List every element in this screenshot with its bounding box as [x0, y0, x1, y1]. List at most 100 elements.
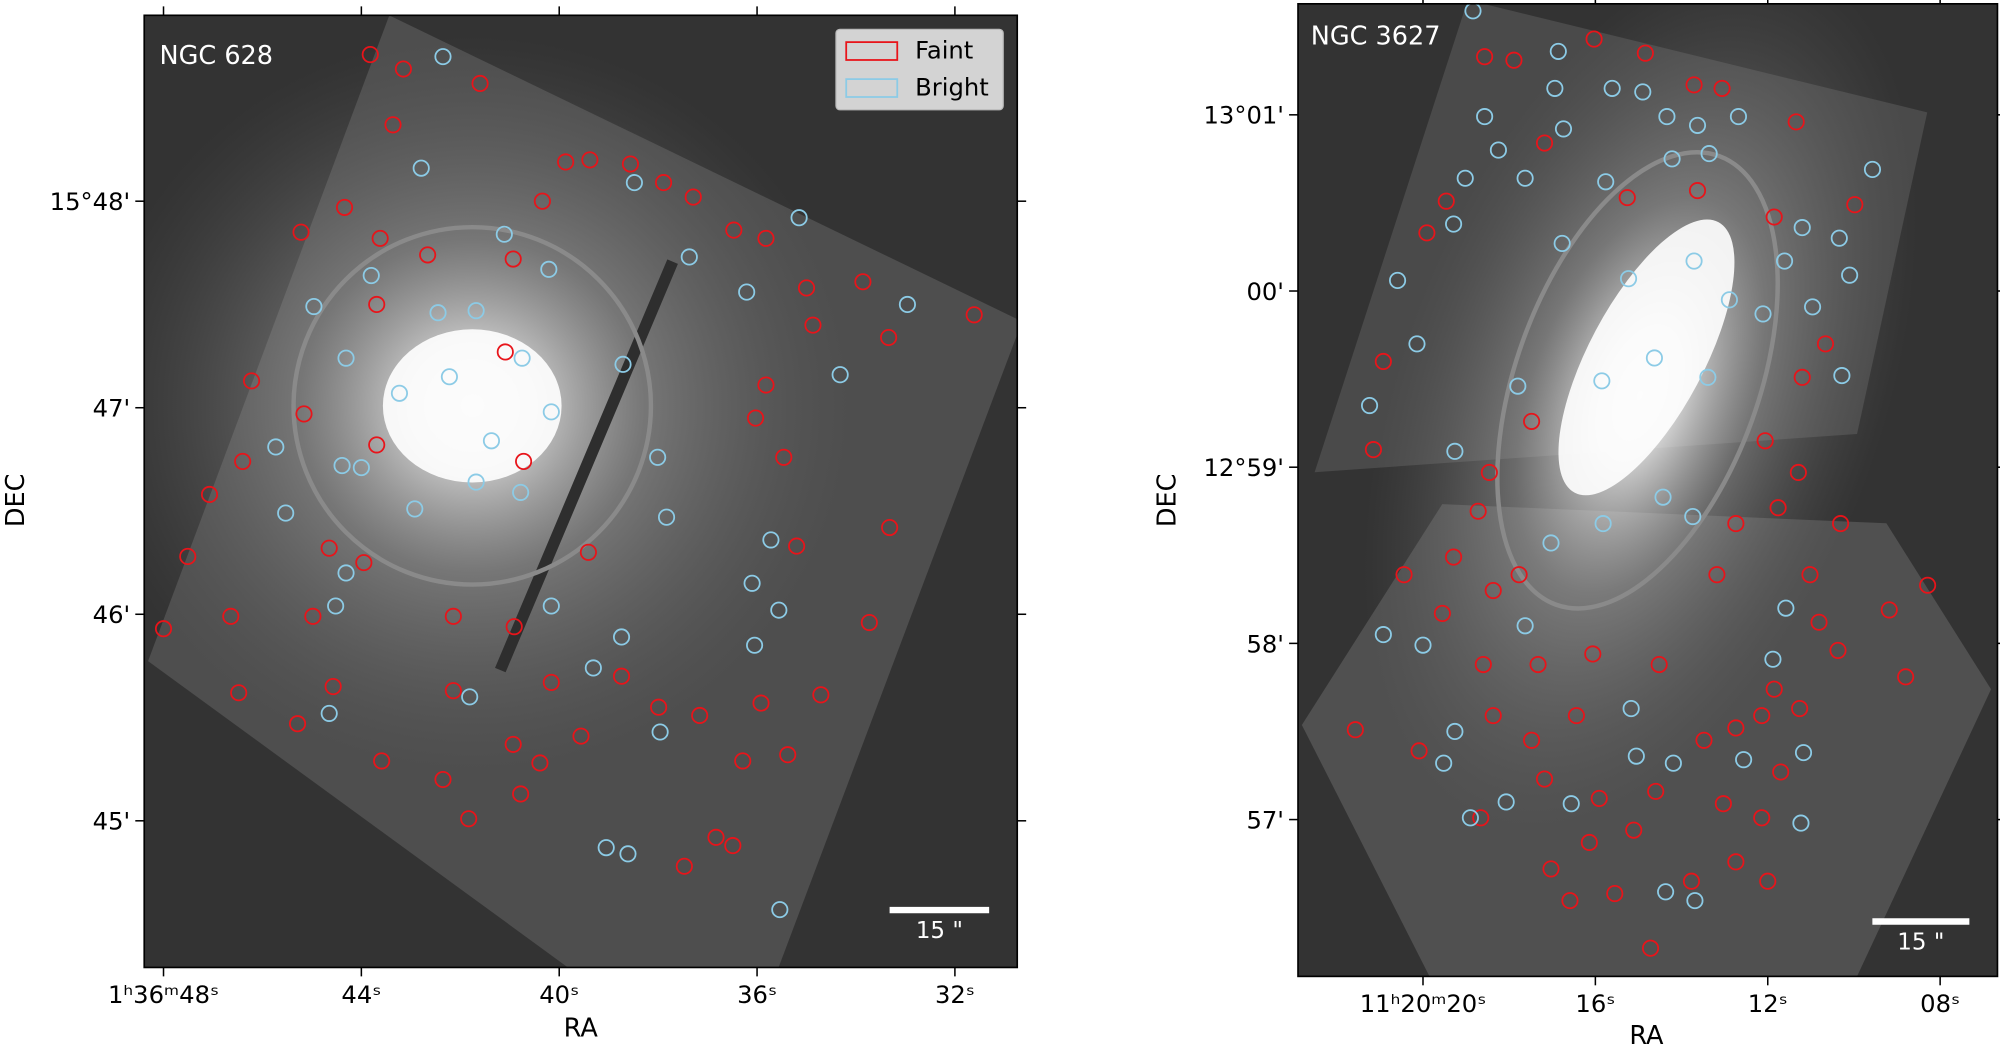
- axes-frame: [143, 14, 1019, 969]
- source-marker: [1645, 349, 1663, 367]
- source-marker: [619, 845, 637, 863]
- source-marker: [812, 686, 830, 704]
- source-marker: [880, 328, 898, 347]
- x-tick-label: 1ʰ36ᵐ48ˢ: [108, 980, 219, 1009]
- source-marker: [513, 349, 531, 367]
- source-marker: [1497, 793, 1515, 811]
- source-marker: [505, 618, 523, 636]
- source-marker: [1593, 372, 1611, 390]
- source-marker: [512, 483, 530, 501]
- source-marker: [1433, 604, 1451, 622]
- panel-title: NGC 3627: [1311, 22, 1441, 52]
- source-marker: [504, 735, 522, 753]
- source-marker: [1484, 581, 1502, 600]
- source-marker: [444, 607, 462, 625]
- y-tick-label: 15°48': [50, 187, 131, 216]
- source-marker: [1476, 48, 1494, 66]
- source-marker: [337, 564, 355, 582]
- source-marker: [621, 155, 639, 173]
- source-marker: [1685, 76, 1703, 94]
- source-marker: [222, 607, 240, 625]
- source-marker: [1658, 108, 1676, 126]
- source-marker: [1594, 515, 1612, 533]
- source-marker: [531, 754, 549, 772]
- source-marker: [1446, 722, 1464, 741]
- source-marker: [419, 246, 437, 264]
- source-marker: [234, 452, 252, 470]
- source-marker: [384, 116, 402, 134]
- source-marker: [444, 682, 462, 700]
- source-marker: [675, 857, 693, 875]
- source-marker: [304, 607, 322, 625]
- source-marker: [512, 785, 530, 803]
- source-marker: [1650, 655, 1668, 674]
- source-marker: [1794, 744, 1813, 762]
- source-marker: [394, 60, 412, 78]
- source-marker: [1516, 617, 1534, 635]
- source-marker: [1584, 645, 1602, 663]
- legend-label: Faint: [915, 36, 973, 65]
- source-marker: [324, 678, 342, 696]
- axes-frame: [1297, 2, 1999, 978]
- source-marker: [1523, 412, 1541, 430]
- source-marker: [655, 174, 673, 192]
- source-marker: [362, 266, 380, 285]
- source-marker: [333, 457, 351, 475]
- source-marker: [361, 46, 379, 64]
- source-marker: [579, 543, 597, 561]
- source-marker: [1461, 809, 1479, 827]
- source-marker: [881, 518, 899, 537]
- source-marker: [1846, 196, 1864, 214]
- source-marker: [540, 260, 558, 278]
- source-marker: [1489, 141, 1507, 159]
- source-marker: [1897, 668, 1915, 686]
- source-marker: [1688, 182, 1707, 200]
- source-marker: [154, 620, 173, 638]
- source-marker: [1509, 377, 1527, 395]
- source-marker: [752, 694, 770, 712]
- source-marker: [625, 174, 643, 192]
- source-marker: [779, 746, 797, 764]
- source-marker: [1729, 108, 1748, 126]
- source-marker: [746, 636, 764, 654]
- source-marker: [179, 547, 197, 565]
- source-marker: [1585, 30, 1603, 48]
- source-marker: [1542, 534, 1560, 552]
- source-marker: [734, 752, 752, 770]
- source-marker: [1516, 169, 1534, 187]
- source-marker: [1727, 853, 1745, 871]
- source-marker: [1801, 566, 1819, 584]
- source-marker: [1735, 751, 1753, 769]
- source-marker: [1754, 305, 1772, 323]
- source-marker: [1654, 488, 1672, 506]
- source-marker: [762, 531, 780, 549]
- source-marker: [1618, 189, 1636, 207]
- source-marker: [243, 372, 261, 390]
- source-marker: [1686, 892, 1704, 910]
- source-marker: [649, 448, 667, 466]
- source-marker: [533, 192, 551, 210]
- source-marker: [496, 343, 514, 361]
- source-marker: [860, 613, 878, 632]
- source-marker: [1764, 650, 1782, 668]
- source-marker: [1789, 463, 1807, 482]
- source-marker: [467, 302, 485, 320]
- source-marker: [368, 436, 386, 454]
- source-marker: [429, 304, 447, 322]
- source-marker: [1435, 754, 1453, 772]
- legend-label: Bright: [915, 73, 989, 102]
- source-marker: [200, 485, 219, 504]
- source-marker: [724, 837, 742, 855]
- y-axis-label: DEC: [1152, 474, 1182, 528]
- source-marker: [1445, 215, 1463, 233]
- source-marker: [684, 188, 702, 206]
- source-marker: [738, 283, 756, 301]
- source-marker: [1562, 795, 1580, 813]
- source-marker: [1787, 113, 1805, 131]
- source-marker: [542, 673, 560, 691]
- source-marker: [1685, 252, 1703, 270]
- source-marker: [1553, 234, 1571, 252]
- source-marker: [743, 574, 761, 592]
- source-marker: [1414, 636, 1432, 654]
- source-marker: [305, 297, 323, 316]
